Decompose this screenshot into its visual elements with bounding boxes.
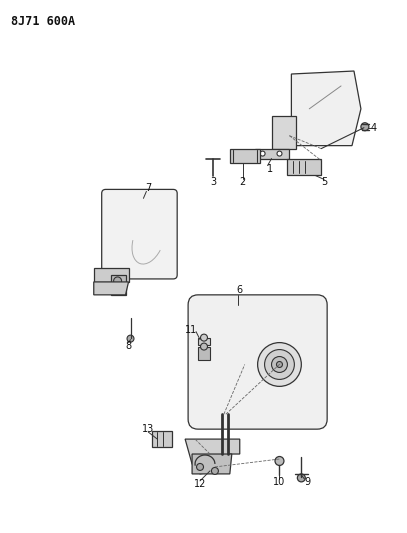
Text: 8: 8 bbox=[125, 341, 131, 351]
Polygon shape bbox=[271, 116, 296, 149]
Text: 9: 9 bbox=[304, 477, 311, 487]
Polygon shape bbox=[192, 454, 232, 474]
Circle shape bbox=[265, 350, 294, 379]
Polygon shape bbox=[198, 346, 210, 360]
Text: 2: 2 bbox=[240, 177, 246, 188]
Text: 5: 5 bbox=[321, 177, 327, 188]
Polygon shape bbox=[94, 268, 129, 282]
Polygon shape bbox=[255, 149, 289, 158]
Circle shape bbox=[276, 361, 282, 367]
Text: 13: 13 bbox=[142, 424, 155, 434]
Circle shape bbox=[201, 343, 208, 350]
Text: 12: 12 bbox=[194, 479, 206, 489]
FancyBboxPatch shape bbox=[188, 295, 327, 429]
Circle shape bbox=[212, 467, 219, 474]
Polygon shape bbox=[291, 71, 361, 146]
Text: 10: 10 bbox=[274, 477, 286, 487]
Polygon shape bbox=[230, 149, 260, 163]
Polygon shape bbox=[185, 439, 240, 474]
Circle shape bbox=[201, 334, 208, 341]
Polygon shape bbox=[94, 282, 129, 295]
Circle shape bbox=[258, 343, 301, 386]
Text: 6: 6 bbox=[237, 285, 243, 295]
FancyBboxPatch shape bbox=[102, 189, 177, 279]
Circle shape bbox=[277, 151, 282, 156]
Polygon shape bbox=[287, 158, 321, 175]
Polygon shape bbox=[198, 337, 210, 345]
Circle shape bbox=[271, 357, 287, 373]
Text: 4: 4 bbox=[371, 123, 377, 133]
Circle shape bbox=[275, 456, 284, 465]
Text: 1: 1 bbox=[267, 164, 273, 174]
Polygon shape bbox=[152, 431, 172, 447]
Text: 8J71 600A: 8J71 600A bbox=[11, 15, 75, 28]
Polygon shape bbox=[111, 275, 125, 295]
Text: 3: 3 bbox=[210, 177, 216, 188]
Circle shape bbox=[298, 474, 305, 482]
Text: 11: 11 bbox=[185, 325, 197, 335]
Text: 7: 7 bbox=[145, 183, 151, 193]
Circle shape bbox=[260, 151, 265, 156]
Circle shape bbox=[114, 277, 122, 285]
Circle shape bbox=[361, 123, 369, 131]
Circle shape bbox=[127, 335, 134, 342]
Circle shape bbox=[197, 464, 204, 471]
